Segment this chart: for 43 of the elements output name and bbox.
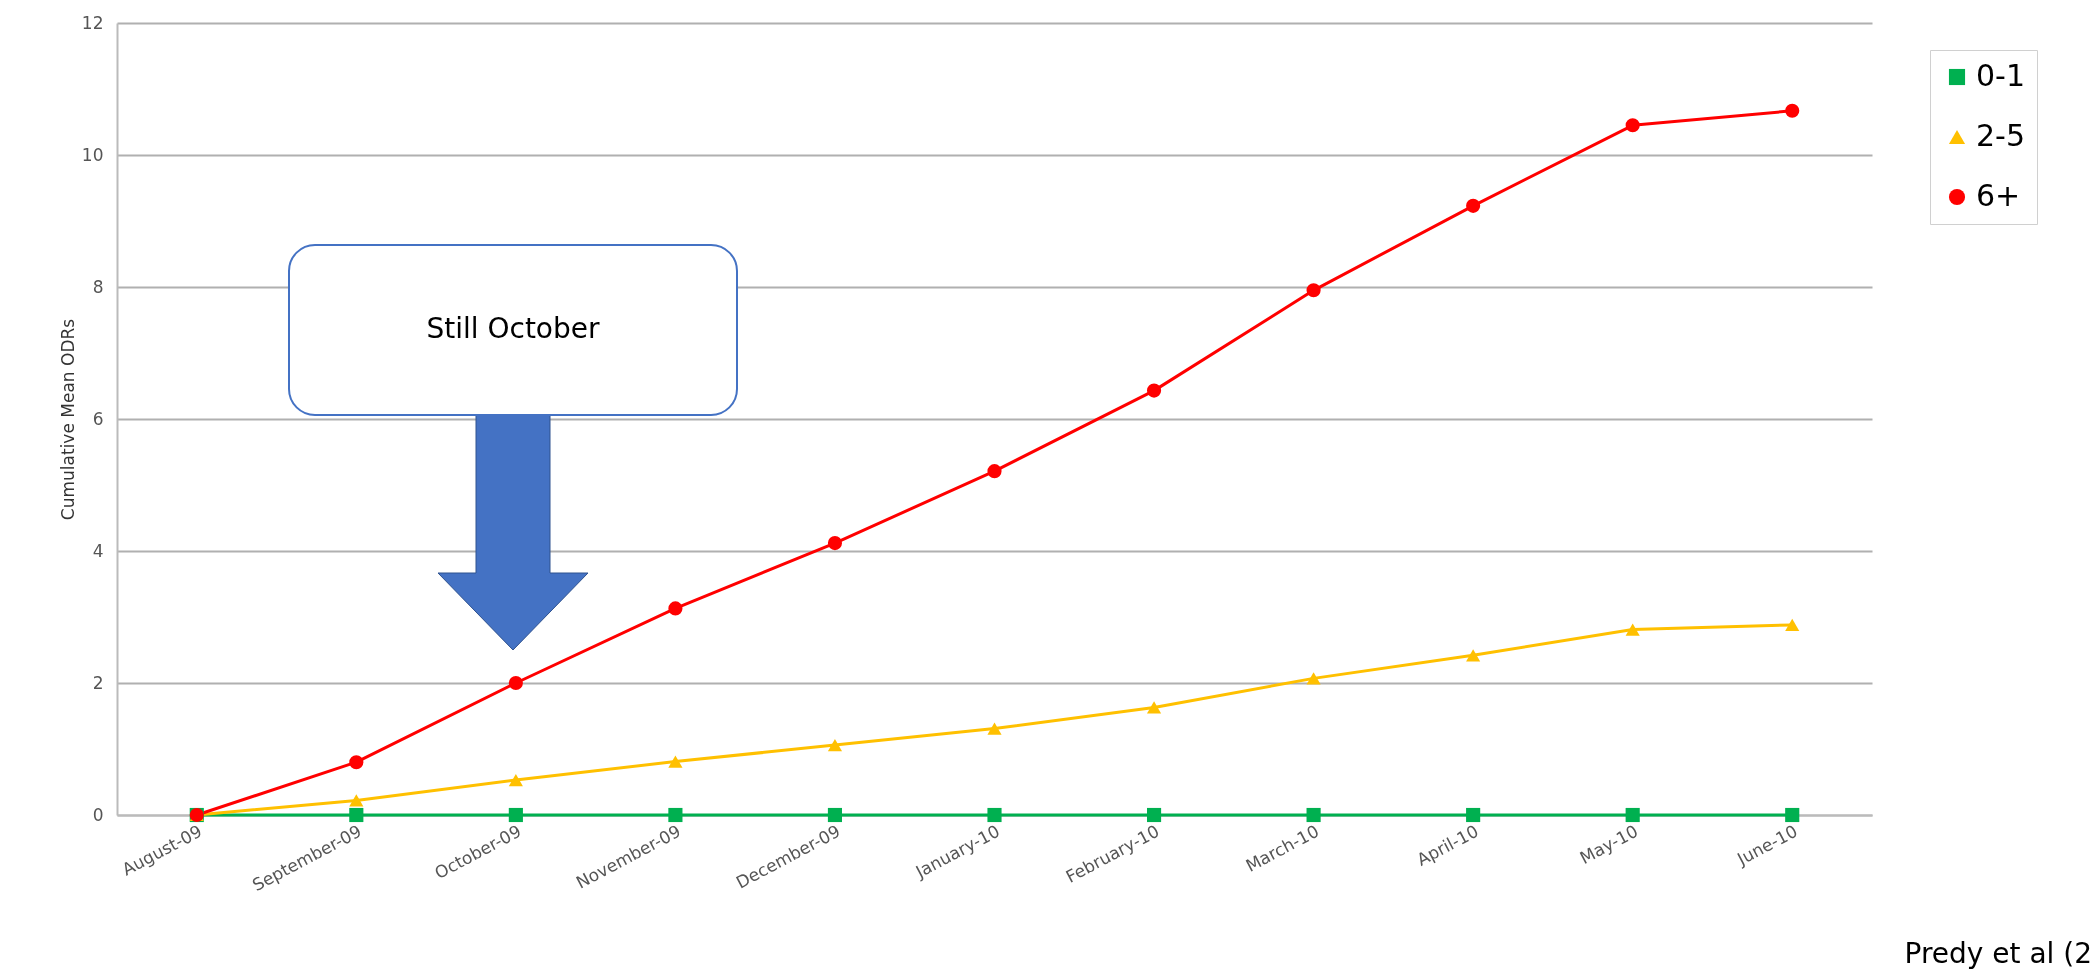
point xyxy=(1306,283,1321,298)
point xyxy=(508,773,523,787)
point xyxy=(827,738,843,752)
point xyxy=(1466,649,1481,662)
point xyxy=(1146,807,1162,823)
point xyxy=(508,807,523,823)
point xyxy=(1466,198,1481,213)
point xyxy=(987,807,1002,823)
y-tick-label: 10 xyxy=(81,144,104,165)
point xyxy=(827,536,843,551)
point xyxy=(987,464,1002,479)
point xyxy=(349,794,364,807)
point xyxy=(668,601,683,616)
legend-label: 2-5 xyxy=(1976,118,2025,153)
y-tick-label: 2 xyxy=(92,672,104,693)
point xyxy=(508,675,523,691)
point xyxy=(1785,807,1800,823)
point xyxy=(1625,623,1640,636)
point xyxy=(668,755,683,768)
y-tick-label: 0 xyxy=(92,804,104,825)
point xyxy=(1306,672,1321,685)
legend-label: 6+ xyxy=(1976,178,2021,213)
point xyxy=(1146,701,1162,714)
point xyxy=(1146,383,1162,398)
point xyxy=(349,755,364,770)
y-tick-label: 4 xyxy=(92,540,104,561)
point xyxy=(1785,618,1800,632)
point xyxy=(827,807,843,823)
legend-label: 0-1 xyxy=(1976,58,2025,93)
point xyxy=(1306,807,1321,823)
point xyxy=(1625,118,1640,133)
point xyxy=(1785,103,1800,118)
point xyxy=(987,722,1002,735)
point xyxy=(1466,807,1481,823)
y-tick-label: 8 xyxy=(92,276,104,297)
y-tick-label: 12 xyxy=(81,12,104,33)
point xyxy=(668,807,683,823)
point xyxy=(1625,807,1640,823)
y-tick-label: 6 xyxy=(92,408,104,429)
annotation: Still October xyxy=(426,312,601,345)
y-axis-title: Cumulative Mean ODRs xyxy=(57,318,78,521)
text: Predy et al (2 xyxy=(1904,937,2092,970)
point xyxy=(349,807,364,823)
